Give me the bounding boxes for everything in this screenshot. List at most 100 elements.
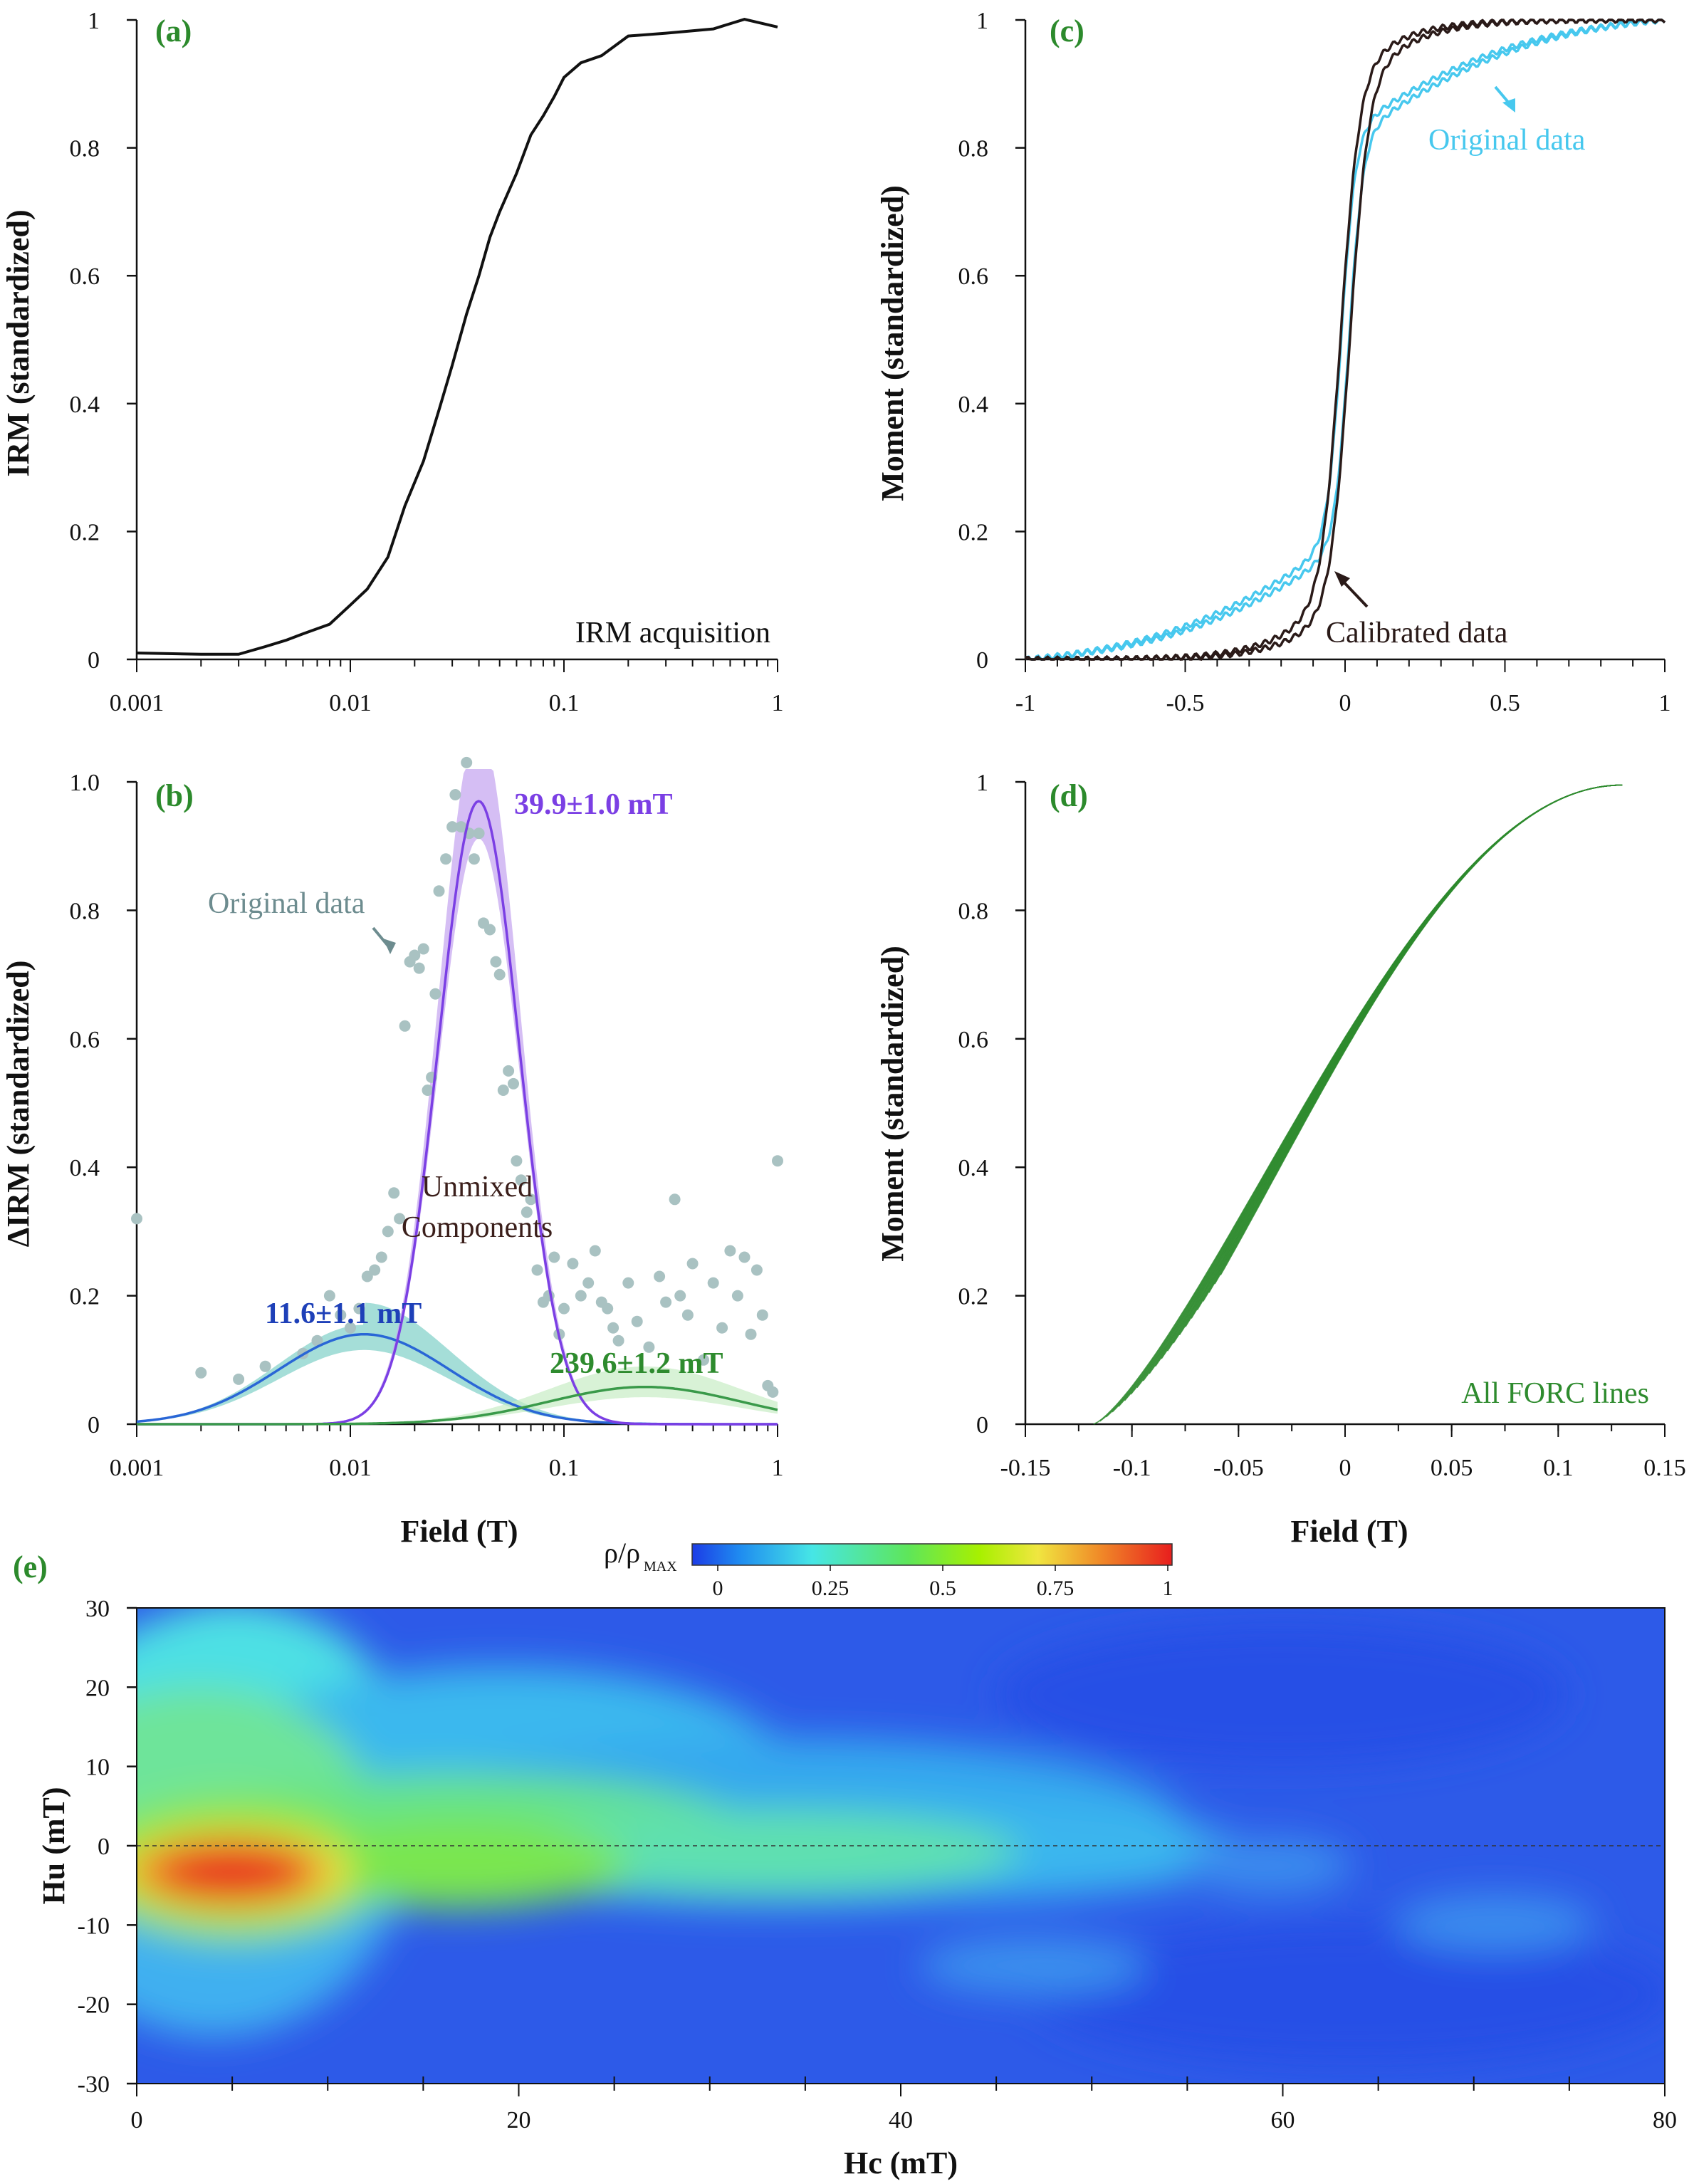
- data-point: [259, 1360, 271, 1372]
- data-point: [698, 1354, 709, 1366]
- data-point: [335, 1309, 347, 1321]
- data-point: [575, 1290, 587, 1302]
- panel-b-xlabel: Field (T): [401, 1514, 518, 1549]
- panel-b-original-arrowhead: [383, 939, 396, 954]
- y-tick-label: 0: [976, 1412, 988, 1438]
- x-tick-label: 1: [772, 1455, 784, 1481]
- panel-c-calibrated-label: Calibrated data: [1326, 617, 1508, 649]
- data-point: [511, 1155, 523, 1167]
- data-point: [745, 1328, 757, 1340]
- panel-c-calibrated-arrowhead: [1334, 571, 1350, 587]
- x-tick-label: 0.001: [110, 1455, 164, 1481]
- forc-line: [1166, 784, 1623, 1352]
- y-tick-label: 0.6: [70, 1027, 100, 1053]
- x-tick-label: 0.1: [549, 690, 580, 716]
- y-tick-label: 1: [88, 8, 100, 34]
- y-tick-label: -10: [78, 1913, 110, 1939]
- x-tick-label: 1: [772, 690, 784, 716]
- panel-c-calibrated-upper: [1024, 19, 1666, 661]
- data-point: [751, 1264, 763, 1276]
- data-point: [195, 1367, 207, 1379]
- colorbar-tick-labels: 0 0.25 0.5 0.75 1: [713, 1565, 1173, 1600]
- data-point: [558, 1302, 570, 1315]
- data-point: [756, 1309, 768, 1321]
- forc-line: [1130, 784, 1623, 1395]
- forc-line: [1191, 784, 1623, 1319]
- y-tick-label: 0.4: [70, 392, 100, 418]
- data-point: [582, 1277, 595, 1289]
- panel-d-label: (d): [1050, 778, 1088, 813]
- data-point: [361, 1270, 373, 1282]
- panel-c-calibrated-lower: [1024, 18, 1666, 661]
- panel-c: 0 0.2 0.4 0.6 0.8 1 -1 -0.5 0 0.5 1 (c) Moment (st…: [875, 8, 1671, 716]
- forc-line: [1178, 784, 1623, 1336]
- forc-line: [1149, 784, 1623, 1374]
- colorbar-tick-label: 1: [1163, 1577, 1173, 1600]
- x-tick-label: 0.01: [329, 690, 372, 716]
- data-point: [543, 1290, 555, 1302]
- data-point: [422, 1085, 434, 1096]
- x-tick-label: 0.5: [1490, 690, 1520, 716]
- panel-d: 0 0.2 0.4 0.6 0.8 1 -0.15 -0.1 -0.05 0 0.05 0.1 0.15…: [875, 770, 1686, 1549]
- component-curve: [137, 1385, 778, 1426]
- colorbar-label: ρ/ρ: [604, 1537, 640, 1569]
- data-point: [440, 853, 452, 865]
- panel-c-original-arrowhead: [1502, 98, 1515, 113]
- x-tick-label: -0.5: [1166, 690, 1205, 716]
- data-point: [589, 1245, 601, 1257]
- panel-d-tick-labels: 0 0.2 0.4 0.6 0.8 1 -0.15 -0.1 -0.05 0 0.05 0.1 0.15: [958, 770, 1686, 1481]
- panel-e-label: (e): [13, 1550, 48, 1584]
- y-tick-label: 30: [85, 1596, 110, 1622]
- x-tick-label: 80: [1653, 2107, 1677, 2133]
- data-point: [388, 1187, 400, 1199]
- data-point: [707, 1277, 719, 1289]
- y-tick-label: 10: [85, 1755, 110, 1781]
- panel-b-unmixed-label-1: Unmixed: [422, 1171, 533, 1203]
- data-point: [660, 1296, 672, 1308]
- data-point: [429, 988, 441, 1000]
- y-tick-label: 0.8: [70, 898, 100, 924]
- data-point: [716, 1322, 728, 1334]
- y-tick-label: 0: [976, 647, 988, 674]
- x-tick-label: 0: [1339, 1455, 1351, 1481]
- data-point: [686, 1258, 699, 1270]
- data-point: [382, 1226, 394, 1238]
- panel-b-comp3-label: 239.6±1.2 mT: [550, 1347, 723, 1380]
- y-tick-label: 0.2: [958, 519, 989, 545]
- y-tick-label: 1: [976, 770, 988, 796]
- data-point: [654, 1270, 666, 1282]
- x-tick-label: -0.1: [1113, 1455, 1151, 1481]
- data-point: [525, 1193, 537, 1206]
- data-point: [531, 1264, 543, 1276]
- panel-d-forc-lines: [1093, 784, 1623, 1425]
- y-tick-label: 0.2: [958, 1284, 989, 1310]
- panel-d-axes: [1015, 780, 1666, 1437]
- y-tick-label: -20: [78, 1992, 110, 2019]
- data-point: [446, 821, 459, 833]
- colorbar-label-sub: MAX: [644, 1559, 677, 1574]
- panel-c-original-lower: [1024, 19, 1666, 661]
- y-tick-label: 0.4: [958, 1155, 989, 1181]
- x-tick-label: 20: [507, 2107, 531, 2133]
- data-point: [669, 1193, 681, 1206]
- data-point: [413, 962, 425, 974]
- data-point: [433, 885, 445, 897]
- data-point: [548, 1251, 560, 1263]
- panel-a-annotation: IRM acquisition: [575, 617, 770, 649]
- x-tick-label: 0: [1339, 690, 1351, 716]
- data-point: [375, 1251, 387, 1263]
- component-band: [137, 1366, 778, 1424]
- data-point: [484, 924, 496, 936]
- data-point: [681, 1309, 694, 1321]
- forc-line: [1185, 784, 1623, 1327]
- panel-a-ylabel: IRM (standardized): [1, 209, 36, 476]
- y-tick-label: 0.2: [70, 1284, 100, 1310]
- data-point: [674, 1290, 686, 1302]
- data-point: [724, 1245, 736, 1257]
- x-tick-label: 0.001: [110, 690, 164, 716]
- forc-line: [1154, 784, 1623, 1367]
- panel-a-tick-labels: 0 0.2 0.4 0.6 0.8 1 0.001 0.01 0.1 1: [70, 8, 784, 716]
- data-point: [631, 1315, 643, 1327]
